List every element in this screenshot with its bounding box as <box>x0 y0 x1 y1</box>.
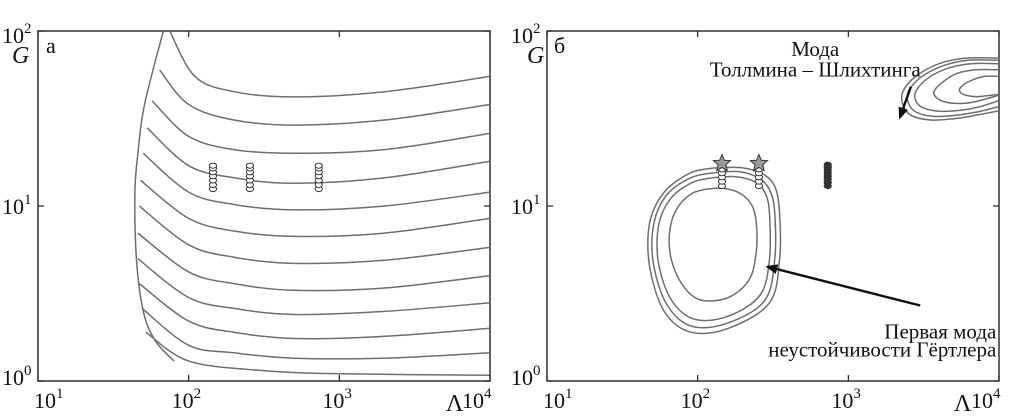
contour-line <box>647 166 782 335</box>
contour-line <box>145 331 490 376</box>
y-tick-label: 102 <box>511 21 541 48</box>
annotation-arrow <box>898 86 912 120</box>
x-tick-label: 103 <box>831 386 861 413</box>
contour-line <box>169 31 490 98</box>
contour-lines <box>134 31 490 376</box>
contour-line <box>151 100 490 155</box>
contour-line <box>958 75 999 98</box>
contour-line <box>900 56 999 121</box>
y-tick-label: 100 <box>511 363 541 390</box>
contour-line <box>142 152 490 211</box>
y-tick-label: 101 <box>511 192 541 219</box>
x-axis-label: Λ <box>446 391 464 416</box>
x-tick-label: 102 <box>172 386 202 413</box>
contour-line <box>141 307 490 360</box>
data-point <box>208 162 218 169</box>
contour-line <box>137 258 490 316</box>
x-tick-label: 101 <box>34 386 64 413</box>
contour-line <box>146 127 490 184</box>
x-tick-label: 102 <box>681 386 711 413</box>
annotation-arrow <box>765 264 921 307</box>
contour-line <box>137 232 490 292</box>
y-tick-label: 100 <box>2 363 32 390</box>
x-tick-label: 101 <box>543 386 573 413</box>
annotation-text: Первая мода <box>884 319 997 343</box>
contour-line <box>668 187 758 302</box>
data-point <box>314 162 323 169</box>
data-point <box>245 162 255 169</box>
plot-frame <box>37 30 491 382</box>
x-axis-label: Λ <box>954 391 972 416</box>
y-tick-label: 101 <box>2 192 32 219</box>
panel-label: б <box>554 33 565 58</box>
x-tick-label: 104 <box>971 386 1001 413</box>
x-tick-label: 103 <box>322 386 352 413</box>
contour-lines <box>647 56 999 335</box>
contour-line <box>138 283 490 340</box>
x-tick-label: 104 <box>462 386 492 413</box>
contour-line <box>906 59 999 118</box>
panel-label: а <box>46 33 56 58</box>
contour-line <box>158 69 490 126</box>
annotation-text: Мода <box>791 37 840 61</box>
annotation-text: неустойчивости Гёртлера <box>768 338 997 362</box>
y-tick-label: 102 <box>2 21 32 48</box>
contour-line <box>656 175 772 322</box>
contour-line <box>140 179 490 238</box>
contour-line <box>913 62 999 113</box>
star-marker <box>712 153 732 172</box>
marker-points <box>208 162 323 193</box>
data-point <box>823 161 832 168</box>
marker-points <box>712 153 832 190</box>
y-axis-label: G <box>12 43 29 69</box>
contour-line <box>138 205 490 265</box>
star-marker <box>749 153 769 172</box>
contour-line <box>932 68 999 105</box>
contour-line <box>134 31 175 362</box>
contour-line <box>651 170 777 329</box>
annotation-text: Толлмина – Шлихтинга <box>710 57 922 81</box>
y-axis-label: G <box>527 43 544 69</box>
